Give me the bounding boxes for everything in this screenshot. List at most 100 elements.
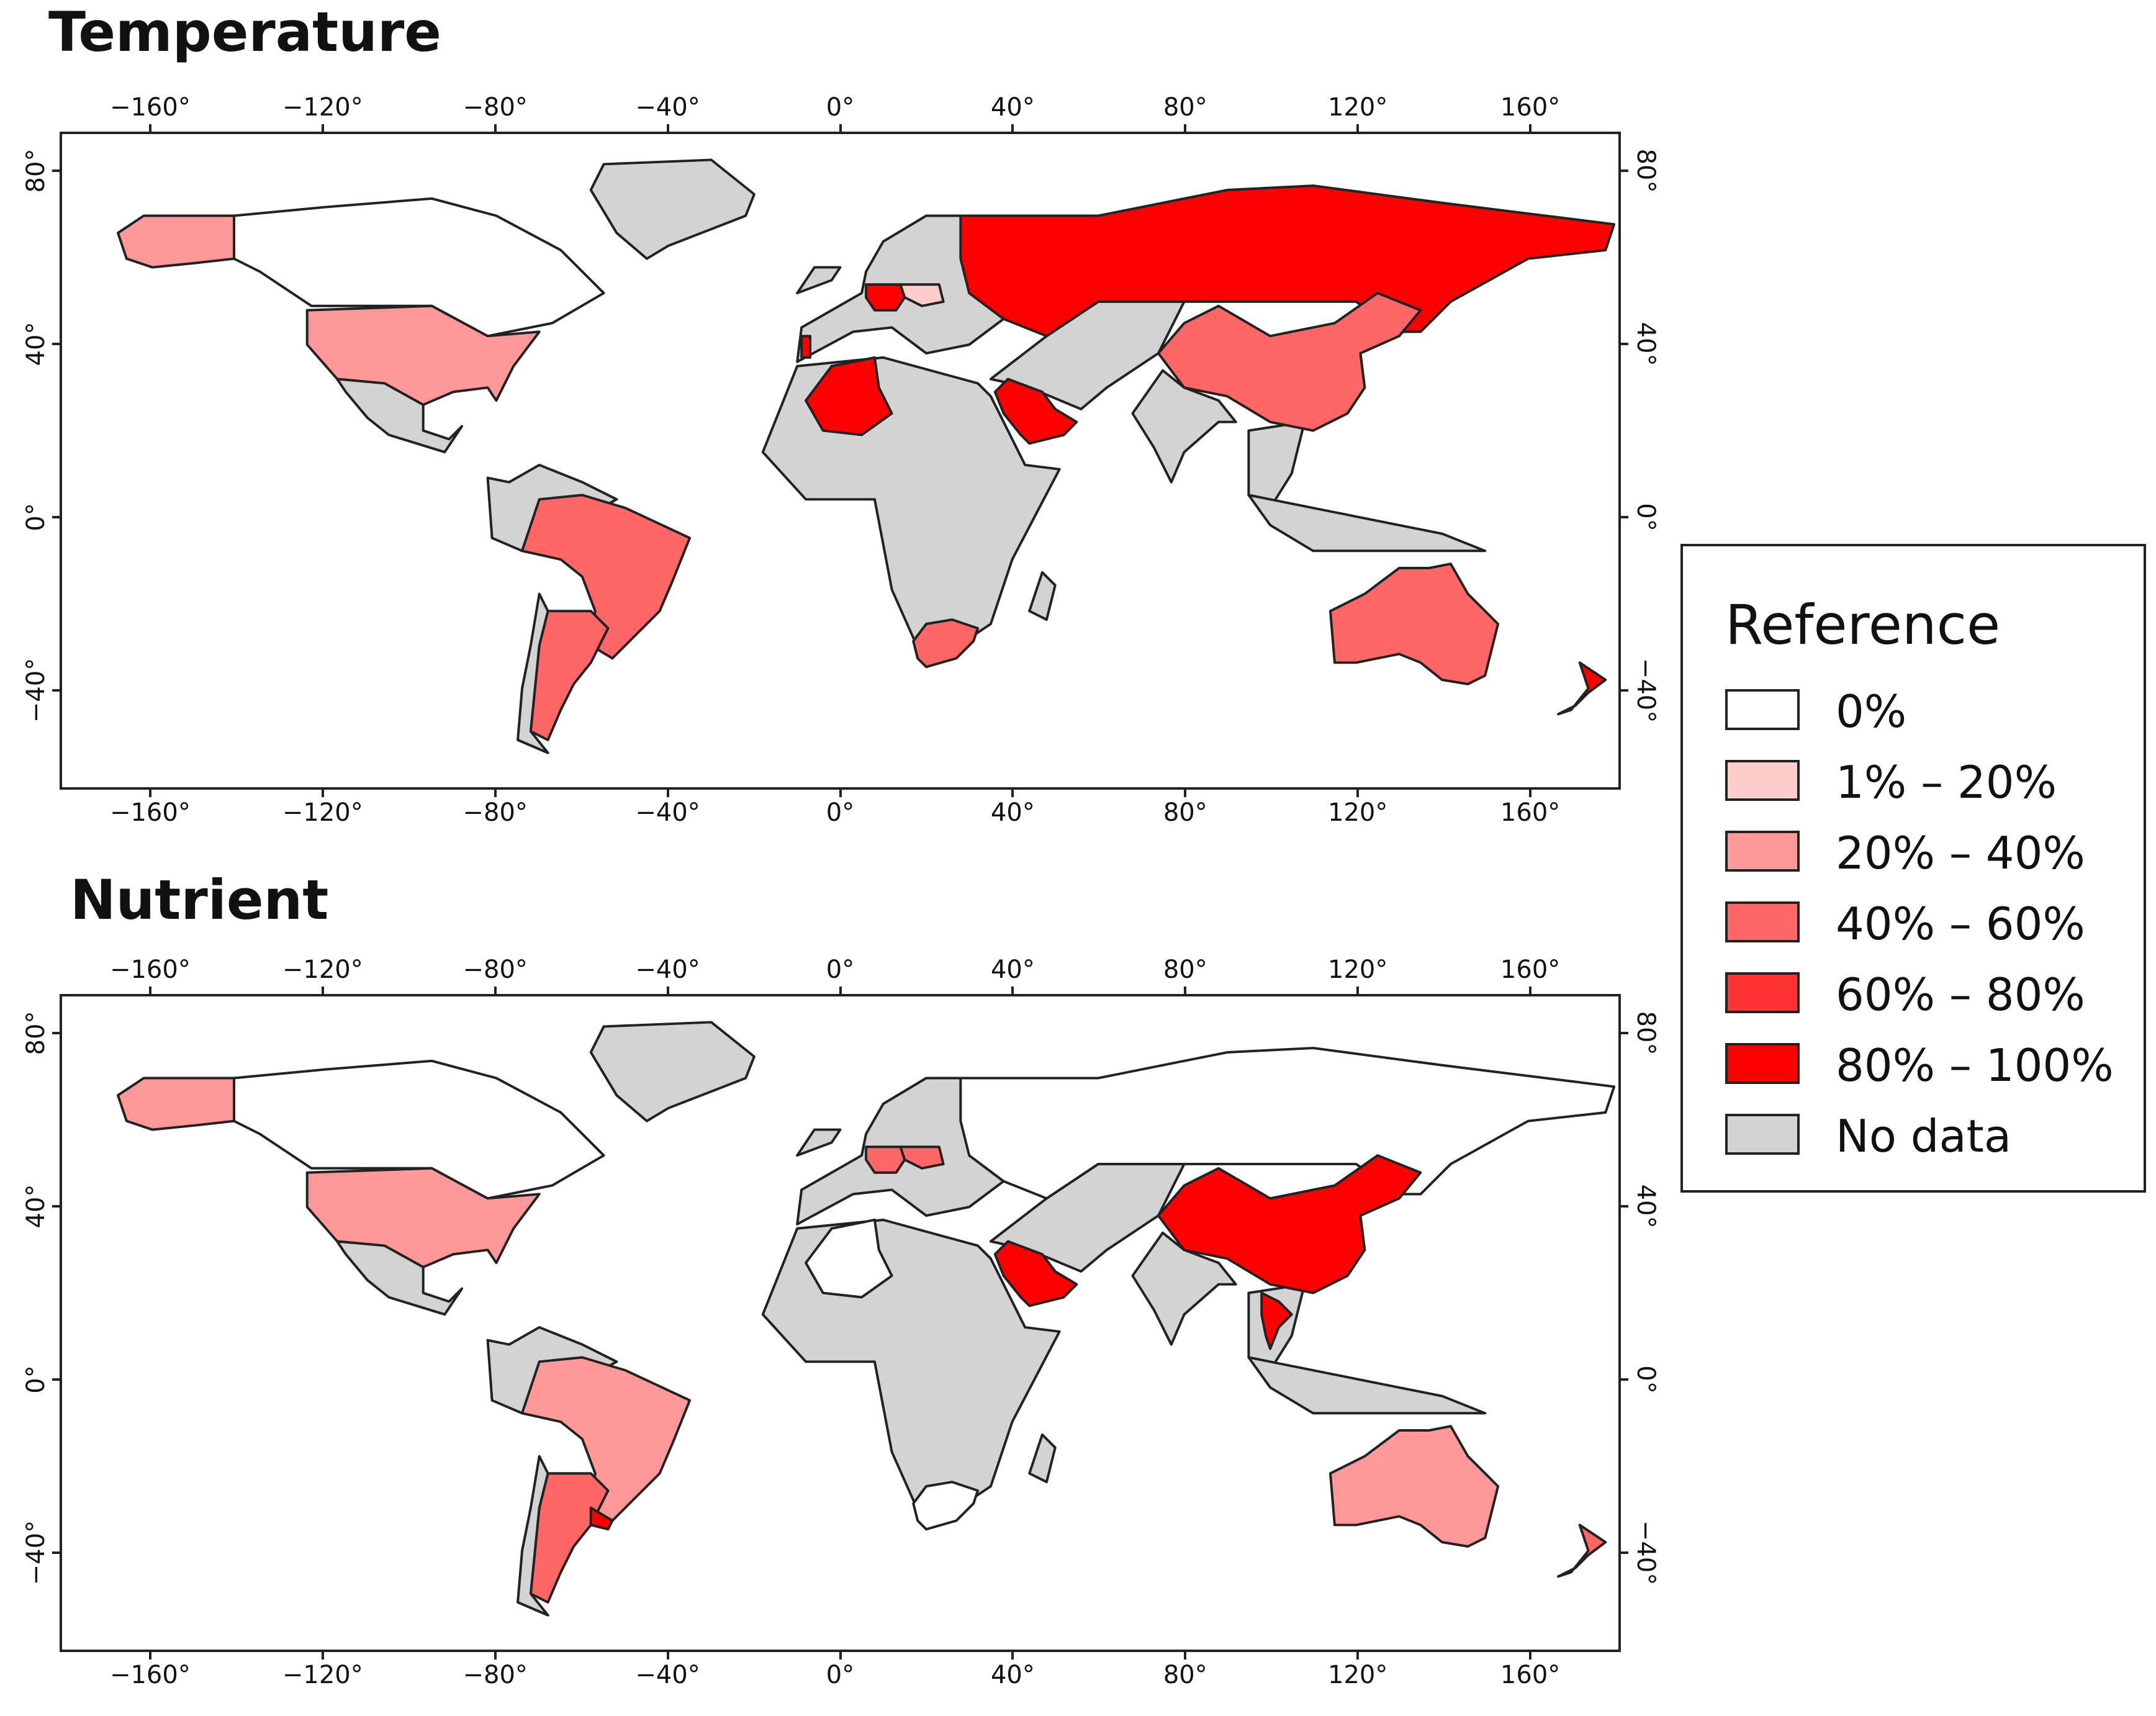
- y-tick-label-left: 80°: [22, 148, 50, 193]
- landmass-no-data: [1028, 571, 1057, 621]
- world-map-svg: [117, 1021, 1616, 1617]
- y-tick-label-right: 40°: [1631, 322, 1660, 366]
- country-russia[interactable]: [959, 1047, 1616, 1200]
- y-tick-label-left: −40°: [22, 657, 50, 723]
- y-tick-label-left: 0°: [22, 1365, 50, 1394]
- tick-mark: [1356, 124, 1360, 132]
- country-greenland[interactable]: [589, 1021, 756, 1122]
- country-saudi-arabia[interactable]: [993, 1240, 1078, 1307]
- x-tick-label-top: −40°: [635, 955, 700, 984]
- country-mexico[interactable]: [336, 377, 464, 454]
- tick-mark: [1184, 790, 1187, 797]
- landmass-no-data: [1028, 1433, 1057, 1484]
- legend-label: 1% – 20%: [1836, 756, 2057, 808]
- country-poland[interactable]: [899, 283, 945, 307]
- country-chile[interactable]: [516, 592, 549, 754]
- country-algeria[interactable]: [805, 356, 893, 436]
- country-greenland[interactable]: [589, 158, 756, 260]
- y-tick-label-left: 80°: [22, 1011, 50, 1055]
- x-tick-label-top: 40°: [990, 93, 1035, 122]
- tick-mark: [494, 987, 497, 994]
- tick-mark: [52, 1551, 60, 1554]
- tick-mark: [1529, 790, 1532, 797]
- y-tick-label-right: 80°: [1631, 148, 1660, 193]
- landmass-no-data: [761, 1218, 1061, 1531]
- x-tick-label-top: −160°: [109, 955, 191, 984]
- x-tick-label-top: −40°: [635, 93, 700, 122]
- map-legend: Reference 0% 1% – 20% 20% – 40% 40% – 60% 60…: [1680, 544, 2146, 1193]
- tick-mark: [1621, 342, 1628, 345]
- x-tick-label-bottom: −120°: [282, 1661, 363, 1689]
- tick-mark: [52, 169, 60, 172]
- tick-mark: [494, 790, 497, 797]
- legend-swatch: [1725, 831, 1800, 872]
- country-new-zealand[interactable]: [1557, 1524, 1607, 1578]
- country-canada[interactable]: [233, 1059, 605, 1200]
- y-tick-label-right: 40°: [1631, 1184, 1660, 1229]
- tick-mark: [1356, 987, 1360, 994]
- tick-mark: [1529, 1652, 1532, 1660]
- landmass-no-data: [1247, 420, 1306, 510]
- country-brazil[interactable]: [521, 1356, 692, 1522]
- x-tick-label-bottom: 40°: [990, 1661, 1035, 1689]
- tick-mark: [666, 1652, 669, 1660]
- country-russia[interactable]: [959, 184, 1616, 338]
- country-china[interactable]: [1157, 1154, 1422, 1294]
- tick-mark: [52, 1031, 60, 1034]
- y-tick-label-left: 40°: [22, 322, 50, 366]
- x-tick-label-bottom: −160°: [109, 1661, 191, 1689]
- x-tick-label-bottom: 0°: [826, 798, 855, 827]
- tick-mark: [148, 790, 151, 797]
- country-mexico[interactable]: [336, 1240, 464, 1316]
- country-india[interactable]: [1131, 1231, 1237, 1346]
- x-tick-label-top: −120°: [282, 93, 363, 122]
- x-tick-label-top: 160°: [1500, 93, 1561, 122]
- country-india[interactable]: [1131, 369, 1237, 484]
- tick-mark: [1184, 1652, 1187, 1660]
- country-germany[interactable]: [865, 283, 906, 312]
- x-tick-label-top: 80°: [1163, 955, 1207, 984]
- country-south-africa[interactable]: [912, 1481, 980, 1531]
- country-new-zealand[interactable]: [1557, 661, 1607, 716]
- x-tick-label-bottom: 120°: [1328, 1661, 1388, 1689]
- x-tick-label-bottom: 80°: [1163, 798, 1207, 827]
- legend-label: 0%: [1836, 685, 1907, 738]
- tick-mark: [839, 124, 842, 132]
- country-poland[interactable]: [899, 1145, 945, 1170]
- country-uruguay[interactable]: [589, 1506, 614, 1531]
- x-tick-label-top: −80°: [462, 955, 528, 984]
- country-algeria[interactable]: [805, 1218, 893, 1299]
- x-tick-label-bottom: −80°: [462, 1661, 528, 1689]
- legend-label: 80% – 100%: [1836, 1039, 2114, 1091]
- map-panel-temperature[interactable]: [60, 132, 1621, 790]
- country-thailand[interactable]: [1260, 1291, 1293, 1350]
- tick-mark: [52, 689, 60, 692]
- tick-mark: [1529, 987, 1532, 994]
- map-panel-nutrient[interactable]: [60, 994, 1621, 1652]
- country-australia[interactable]: [1328, 562, 1500, 685]
- tick-mark: [52, 342, 60, 345]
- country-canada[interactable]: [233, 197, 605, 338]
- x-tick-label-bottom: −160°: [109, 798, 191, 827]
- tick-mark: [1621, 169, 1628, 172]
- country-chile[interactable]: [516, 1455, 549, 1617]
- country-south-africa[interactable]: [912, 618, 980, 669]
- country-brazil[interactable]: [521, 494, 692, 660]
- legend-swatch: [1725, 972, 1800, 1013]
- tick-mark: [666, 790, 669, 797]
- country-australia[interactable]: [1328, 1425, 1500, 1548]
- tick-mark: [321, 124, 324, 132]
- country-saudi-arabia[interactable]: [993, 377, 1078, 445]
- landmass-no-data: [1247, 494, 1487, 553]
- landmass-no-data: [796, 1128, 842, 1157]
- country-china[interactable]: [1157, 292, 1422, 432]
- tick-mark: [52, 515, 60, 518]
- country-portugal[interactable]: [800, 335, 812, 359]
- country-germany[interactable]: [865, 1145, 906, 1174]
- tick-mark: [839, 987, 842, 994]
- x-tick-label-bottom: 160°: [1500, 798, 1561, 827]
- tick-mark: [1621, 1551, 1628, 1554]
- country-alaska[interactable]: [117, 1077, 236, 1131]
- y-tick-label-right: −40°: [1631, 1520, 1660, 1585]
- country-alaska[interactable]: [117, 214, 236, 269]
